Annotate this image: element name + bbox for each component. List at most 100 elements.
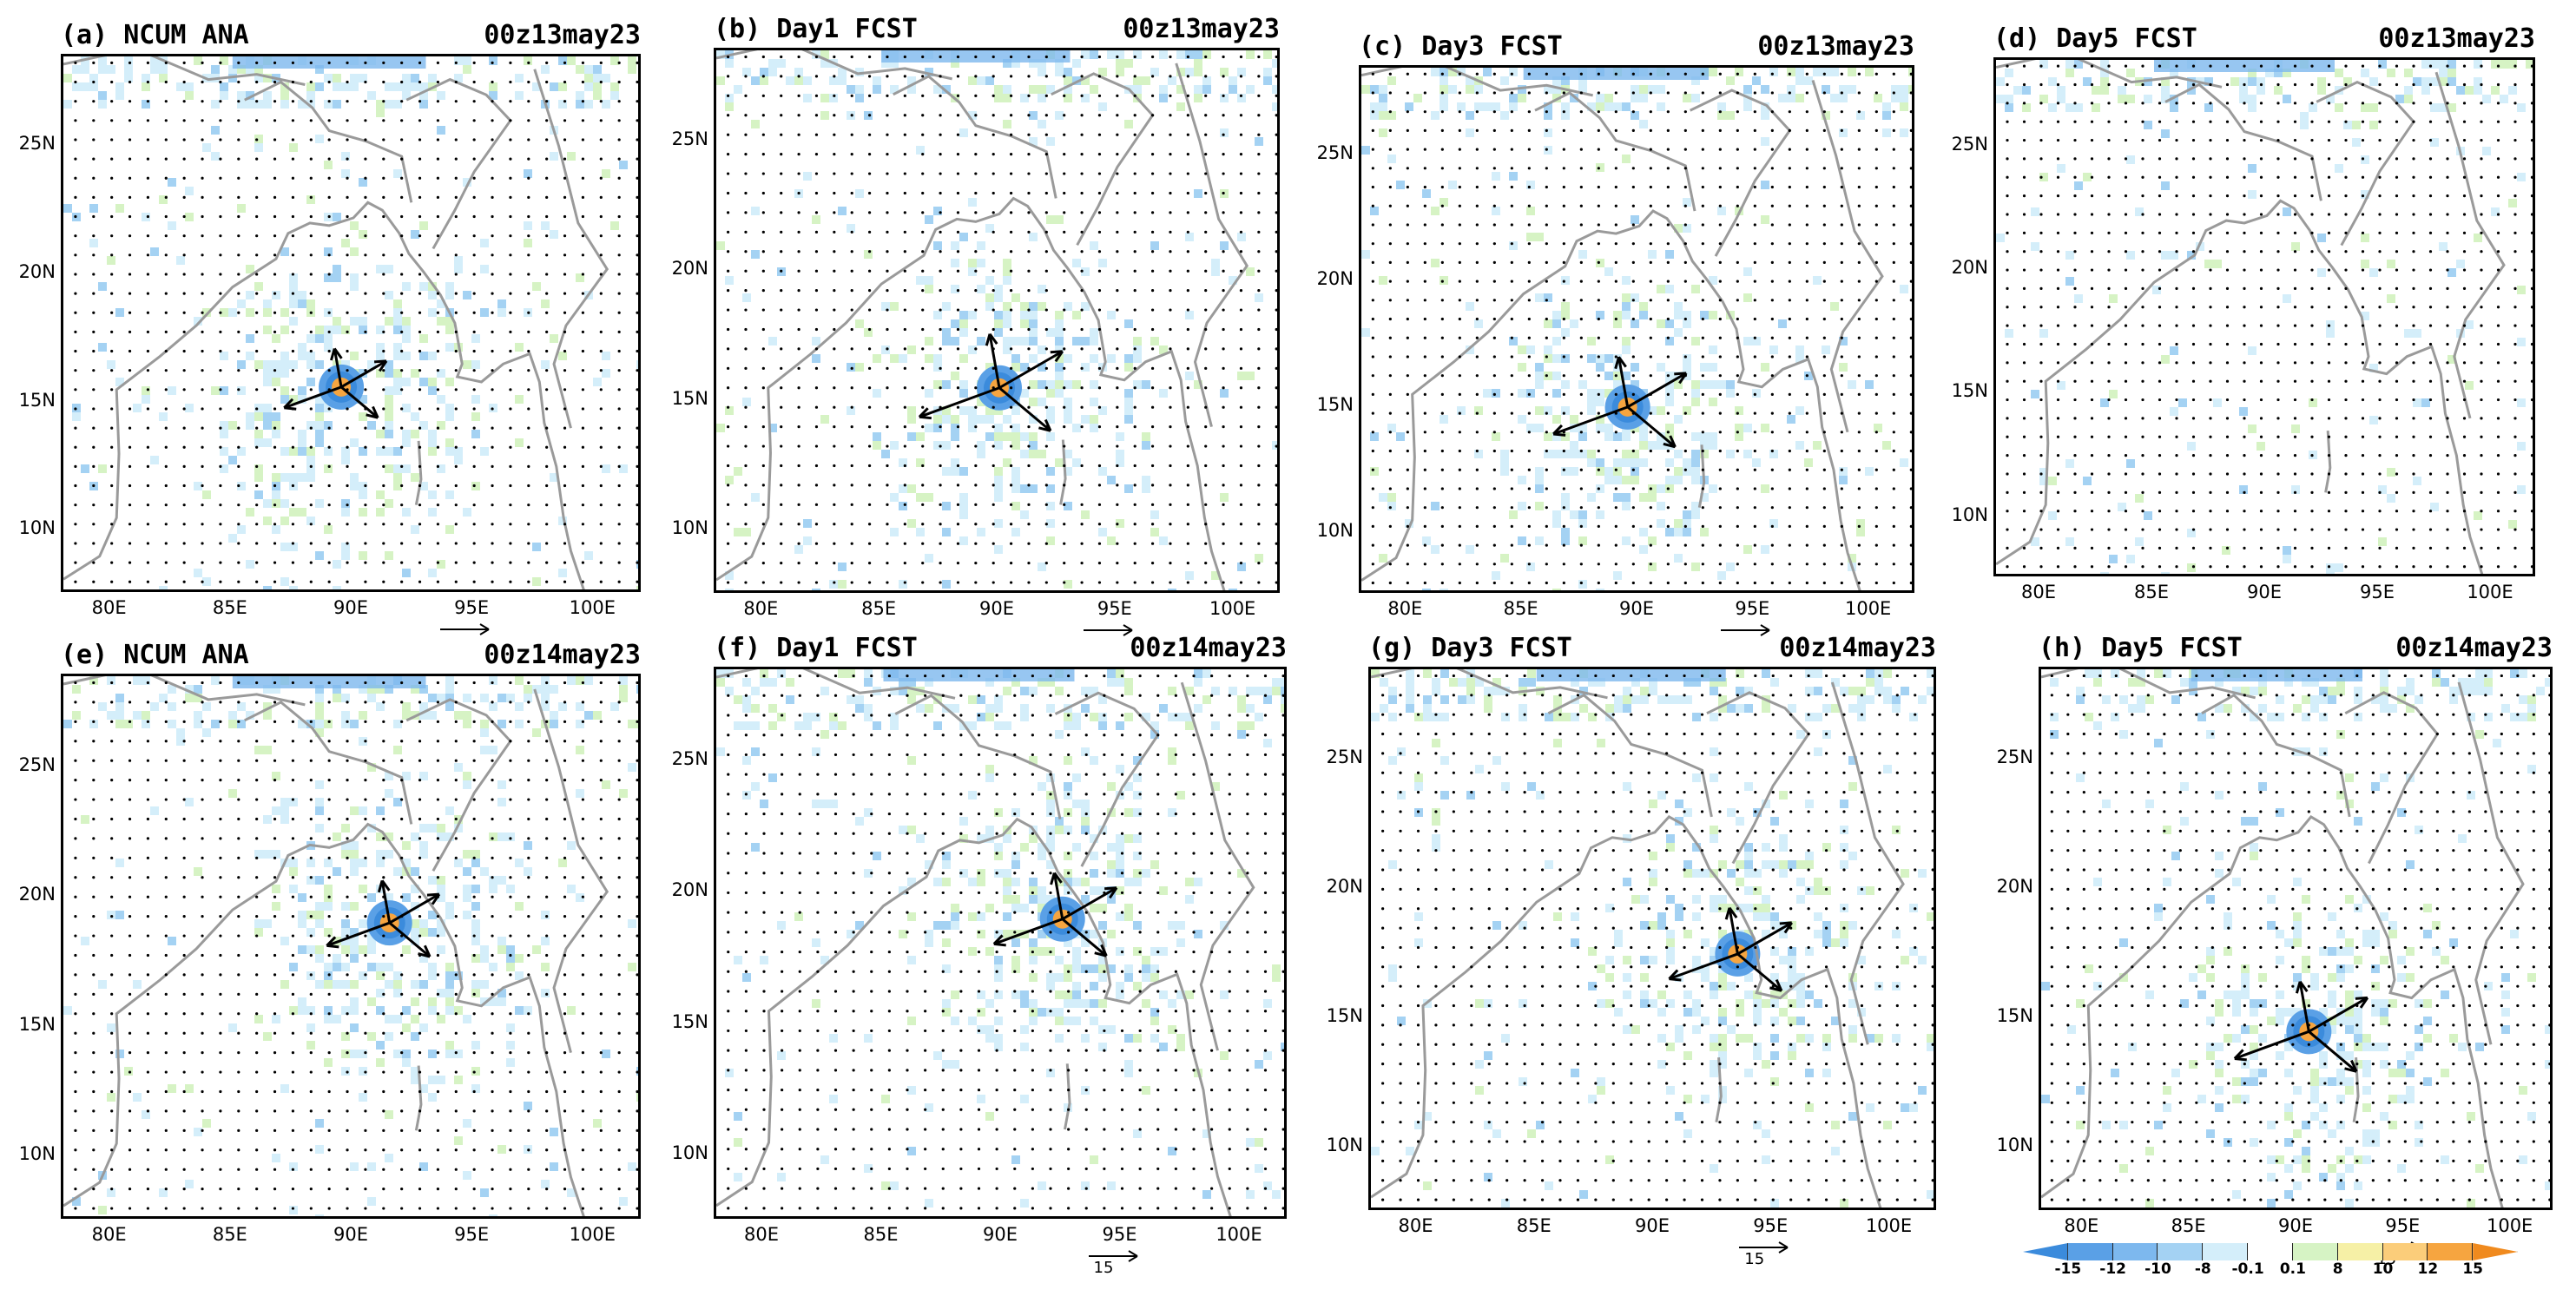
coastline [1361,209,1861,590]
coastline [1996,199,2484,574]
coastline [2041,814,2504,1208]
border-line [2201,693,2351,818]
wind-arrow [1626,405,1677,448]
anomaly-shading [716,669,1284,1208]
lon-tick-label: 100E [1865,1215,1913,1236]
border-line [1534,91,1696,212]
lon-tick-label: 90E [1635,1215,1670,1236]
lon-tick-label: 90E [983,1224,1018,1245]
lon-tick-label: 95E [2360,582,2395,602]
map-frame [714,667,1287,1219]
lon-tick-label: 85E [863,1224,899,1245]
lon-tick-label: 100E [1209,598,1256,619]
reference-vector-label: 15 [1093,1259,1114,1277]
wind-arrow [1736,952,1782,992]
lon-tick-label: 100E [2486,1215,2533,1236]
lon-tick-label: 80E [2021,582,2056,602]
border-line [2457,681,2525,1045]
lat-tick-label: 25N [18,754,56,775]
coastline [716,196,1226,590]
border-line [244,701,413,825]
lat-tick-label: 20N [671,258,708,280]
panel-title: (c) Day3 FCST [1359,31,1563,62]
reference-vector [1088,1250,1138,1262]
border-line [533,688,609,1053]
lat-tick-label: 15N [671,387,708,409]
anomaly-shading [1996,60,2533,574]
reference-vector [440,623,490,635]
lon-tick-label: 80E [91,1224,127,1245]
island-line [1715,1057,1723,1122]
lon-tick-label: 100E [1844,598,1892,619]
lon-tick-label: 95E [1753,1215,1789,1236]
anomaly-shading [2041,669,2550,1208]
lon-tick-label: 85E [1516,1215,1552,1236]
lat-tick-label: 10N [1316,519,1354,541]
lat-tick-label: 10N [18,517,56,539]
wind-vectors [74,681,638,1210]
border-line [893,75,1057,199]
wind-arrow [1626,372,1687,409]
wind-vectors [2050,674,2550,1201]
wind-arrow [1052,872,1064,919]
colorbar-bin [2158,1243,2204,1260]
border-line [1180,681,1255,1051]
map-canvas [2041,669,2550,1208]
colorbar-label: 12 [2417,1260,2439,1278]
border-line [1706,691,1811,865]
colorbar-bin [2382,1243,2428,1260]
island-line [2324,431,2332,493]
lon-tick-label: 80E [1398,1215,1433,1236]
border-line [1996,60,2223,89]
wind-arrow [998,350,1064,390]
wind-vectors [2006,64,2533,569]
map-frame [1993,57,2535,576]
wind-arrow [988,333,1001,389]
panel-date: 00z13may23 [484,20,641,50]
lon-tick-label: 100E [569,597,616,618]
map-canvas [63,676,638,1216]
border-line [244,80,413,203]
panel-title: (h) Day5 FCST [2039,633,2243,663]
colorbar-bin [2337,1243,2383,1260]
coastline [63,822,585,1216]
panel-title: (a) NCUM ANA [61,20,249,50]
wind-arrow [388,921,432,958]
colorbar-label: -10 [2144,1260,2171,1278]
wind-vectors [1381,674,1934,1201]
lat-tick-label: 15N [1326,1005,1363,1027]
lat-tick-label: 20N [1326,876,1363,898]
lon-tick-label: 95E [454,597,490,618]
colorbar-label: 15 [2462,1260,2484,1278]
panel-title: (b) Day1 FCST [714,14,918,44]
border-line [2434,71,2506,419]
map-canvas [1371,669,1934,1208]
wind-arrow [333,348,343,388]
lat-tick-label: 15N [1996,1005,2033,1027]
lat-tick-label: 10N [1996,1135,2033,1156]
lon-tick-label: 85E [2134,582,2169,602]
panel-date: 00z13may23 [1123,14,1280,44]
colorbar-bin [2067,1243,2113,1260]
border-line [1811,80,1884,433]
lon-tick-label: 90E [2247,582,2282,602]
lat-tick-label: 10N [671,1142,708,1164]
lat-tick-label: 15N [1316,393,1354,415]
map-canvas [1361,68,1912,590]
border-line [716,669,956,700]
lat-tick-label: 10N [1951,503,1988,525]
map-frame [2039,667,2553,1210]
lat-tick-label: 20N [1951,257,1988,279]
wind-vectors [726,55,1277,584]
island-line [414,440,423,505]
lon-tick-label: 80E [743,598,779,619]
lon-tick-label: 80E [1387,598,1423,619]
lat-tick-label: 25N [1316,142,1354,164]
map-frame [61,674,641,1219]
coastline [716,817,1232,1216]
lat-tick-label: 10N [18,1143,56,1165]
lat-tick-label: 25N [1326,747,1363,768]
island-line [414,1065,423,1131]
reference-vector-label: 15 [1744,1250,1765,1268]
wind-vectors [1371,72,1912,585]
